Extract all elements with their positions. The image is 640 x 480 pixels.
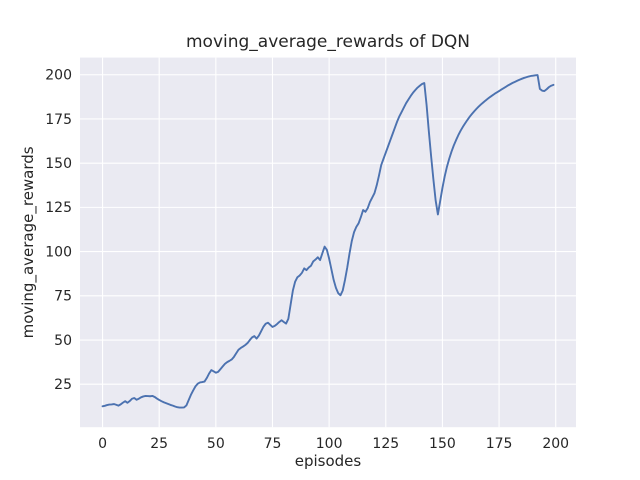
x-tick-label: 50	[207, 436, 225, 452]
x-tick-label: 200	[542, 436, 569, 452]
x-tick-label: 75	[264, 436, 282, 452]
grid-lines	[80, 57, 576, 428]
y-tick-label: 200	[45, 68, 72, 84]
x-tick-label: 100	[316, 436, 343, 452]
y-tick-labels: 25 50 75 100 125 150 175 200	[45, 68, 72, 393]
y-tick-label: 75	[54, 289, 72, 305]
plot-area	[80, 57, 576, 428]
y-tick-label: 25	[54, 377, 72, 393]
x-tick-label: 150	[429, 436, 456, 452]
y-tick-label: 50	[54, 333, 72, 349]
x-axis-label: episodes	[295, 452, 362, 470]
x-tick-label: 125	[372, 436, 399, 452]
y-tick-label: 100	[45, 244, 72, 260]
y-tick-label: 150	[45, 156, 72, 172]
x-tick-label: 25	[150, 436, 168, 452]
chart-title: moving_average_rewards of DQN	[186, 32, 470, 52]
x-tick-label: 0	[98, 436, 107, 452]
reward-line-series	[101, 74, 555, 409]
x-tick-label: 175	[486, 436, 513, 452]
y-tick-label: 125	[45, 200, 72, 216]
x-tick-labels: 0 25 50 75 100 125 150 175 200	[98, 436, 569, 452]
y-axis-label: moving_average_rewards	[19, 146, 38, 338]
y-tick-label: 175	[45, 112, 72, 128]
